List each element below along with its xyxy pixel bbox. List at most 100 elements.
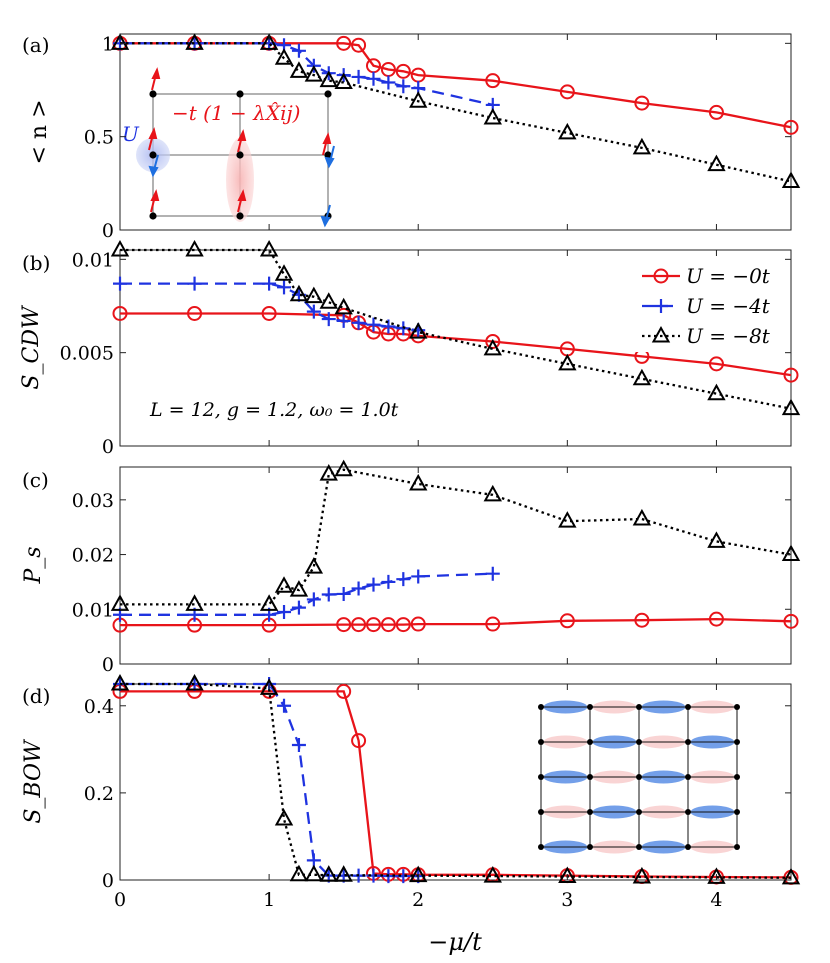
spin-up-arrow-icon [148, 67, 332, 213]
panel-b-label: (b) [22, 251, 50, 275]
data-point-panel-c [558, 511, 577, 528]
data-point-panel-d [558, 866, 577, 884]
data-point-panel-c [336, 586, 351, 601]
data-point-panel-c [634, 612, 650, 628]
data-point-panel-c [409, 473, 428, 491]
data-point-panel-a [289, 61, 309, 78]
data-point-panel-b [381, 319, 396, 334]
x-tick-label: 4 [710, 889, 722, 911]
lattice-inset-a: U −t (1 − λX̂ij) [122, 67, 335, 228]
series-line-panel-a-0 [120, 42, 792, 129]
data-point-panel-c [259, 594, 279, 611]
data-point-panel-b [261, 305, 277, 321]
data-point-panel-a [559, 84, 575, 100]
data-point-panel-d [277, 698, 292, 713]
data-point-panel-b [632, 368, 652, 386]
data-point-panel-c [336, 617, 352, 633]
data-point-panel-d [351, 733, 367, 749]
data-point-panel-d [483, 866, 502, 883]
y-tick-label: 0.02 [72, 545, 114, 567]
data-point-panel-a [395, 63, 411, 79]
data-point-panel-a [366, 71, 381, 86]
data-point-panel-c [485, 616, 501, 632]
data-point-panel-b [708, 356, 724, 372]
panel-d: 0 0.2 0.4 (d) S_BOW 0 1 2 3 4 −μ/t [21, 673, 801, 956]
data-point-panel-c [274, 576, 294, 593]
panel-d-label: (d) [22, 684, 50, 708]
data-point-panel-a [396, 79, 411, 94]
data-point-panel-c [632, 508, 652, 526]
y-tick-label: 0.01 [72, 249, 114, 271]
data-point-panel-a [274, 48, 294, 65]
data-point-panel-a [634, 95, 650, 111]
y-tick-label: 0 [102, 436, 114, 458]
y-tick-label: 0.03 [72, 490, 114, 512]
y-tick-label: 1 [102, 33, 114, 55]
legend-label: U = −8t [686, 324, 771, 348]
data-point-panel-a [708, 104, 724, 120]
panel-b-frame [119, 249, 792, 447]
bow-lattice-inset [538, 700, 740, 854]
y-tick-label: 0 [102, 654, 114, 676]
series-line-panel-c-2 [120, 468, 792, 606]
data-point-panel-a [291, 43, 306, 58]
panel-d-frame [119, 683, 792, 881]
data-point-panel-a [781, 171, 801, 188]
data-point-panel-c [304, 557, 324, 574]
data-point-panel-c [559, 613, 575, 629]
data-point-panel-b [783, 367, 799, 383]
panel-a-label: (a) [22, 33, 50, 57]
data-point-panel-d [291, 737, 306, 752]
data-point-panel-c [366, 577, 381, 592]
y-tick-label: 0.5 [84, 127, 114, 149]
data-point-panel-b [483, 338, 502, 356]
data-point-panel-c [708, 611, 724, 627]
panel-c-frame [119, 466, 792, 665]
params-annotation: L = 12, g = 1.2, ω₀ = 1.0t [149, 399, 399, 421]
data-point-panel-a [381, 75, 396, 90]
data-point-panel-b [558, 353, 577, 371]
data-point-panel-a [334, 72, 353, 90]
series-line-panel-d-0 [120, 690, 792, 879]
x-tick-label: 0 [114, 889, 126, 911]
data-point-panel-a [351, 37, 367, 53]
data-point-panel-a [304, 65, 324, 82]
data-point-panel-c [185, 594, 204, 611]
legend-marker [654, 299, 668, 313]
data-point-panel-c [483, 484, 502, 502]
data-point-panel-a [485, 73, 501, 89]
data-point-panel-b [289, 284, 309, 302]
data-point-panel-b [334, 297, 353, 315]
data-point-panel-d [274, 808, 294, 826]
data-point-panel-a [110, 33, 130, 50]
legend-marker [651, 325, 671, 343]
data-point-panel-d [336, 683, 352, 699]
data-point-panel-a [336, 35, 352, 51]
data-point-panel-b [336, 313, 351, 328]
data-point-panel-b [319, 292, 338, 309]
data-point-panel-d [707, 867, 726, 884]
data-point-panel-b [409, 322, 428, 339]
data-point-panel-c [707, 531, 726, 548]
data-point-panel-c [321, 587, 336, 602]
data-point-panel-c [380, 617, 396, 633]
series-line-panel-d-1 [120, 682, 419, 878]
data-point-panel-d [185, 673, 204, 691]
series-line-panel-b-2 [120, 248, 792, 410]
data-point-panel-a [351, 69, 366, 84]
data-point-panel-b [781, 398, 801, 416]
data-point-panel-a [185, 33, 204, 50]
data-point-panel-b [274, 264, 294, 281]
panel-d-ylabel: S_BOW [21, 738, 46, 824]
data-point-panel-a [483, 107, 502, 125]
data-point-panel-c [410, 616, 426, 632]
data-point-panel-b [262, 276, 277, 291]
data-point-panel-a [558, 122, 577, 140]
x-tick-label: 2 [412, 889, 424, 911]
data-point-panel-d [334, 865, 353, 882]
panel-b: 0 0.005 0.01 (b) S_CDW L = 12, g = 1.2, ω₀… [19, 239, 801, 458]
x-axis-label: −μ/t [428, 928, 482, 956]
data-point-panel-a [409, 91, 428, 108]
data-point-panel-b [304, 286, 324, 304]
